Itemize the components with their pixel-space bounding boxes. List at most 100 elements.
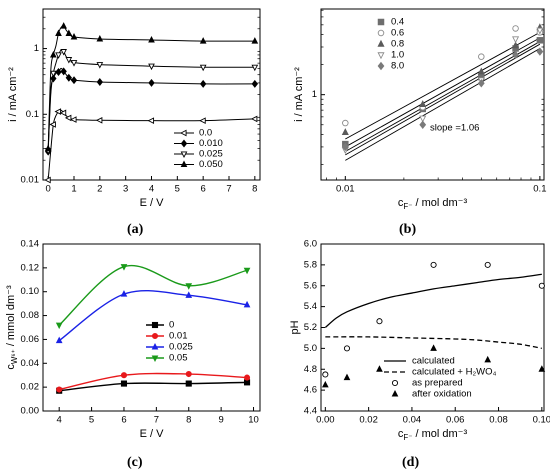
chart-d-x-tick-label: 0.08 xyxy=(489,415,508,426)
chart-b-legend-marker xyxy=(377,39,385,47)
chart-c-legend-marker xyxy=(151,343,159,350)
chart-a-series-line-2 xyxy=(47,49,255,151)
chart-a-y-tick-label: 0.01 xyxy=(21,175,40,186)
chart-c-legend-label: 0.025 xyxy=(169,342,193,353)
chart-c-point xyxy=(243,267,251,275)
chart-b-y-axis-label: i / mA cm⁻² xyxy=(293,67,305,122)
chart-a-point xyxy=(60,22,68,29)
chart-a-x-tick-label: 3 xyxy=(123,184,128,195)
chart-a-point xyxy=(148,63,155,71)
chart-c-frame xyxy=(42,243,261,412)
chart-d-point xyxy=(376,318,383,325)
chart-a-x-tick-label: 0 xyxy=(46,184,51,195)
chart-b-legend-label: 8.0 xyxy=(391,61,404,72)
chart-d-y-tick-label: 4.8 xyxy=(304,364,317,375)
chart-a-x-tick-label: 6 xyxy=(201,184,206,195)
chart-a-point xyxy=(148,78,155,87)
chart-c-x-tick-label: 5 xyxy=(89,415,94,426)
chart-a-point xyxy=(55,29,62,36)
chart-a-point xyxy=(199,64,207,72)
chart-a-point xyxy=(199,37,207,44)
chart-a-point xyxy=(55,68,62,76)
chart-a-point xyxy=(70,76,78,85)
chart-a-point xyxy=(70,60,78,67)
chart-b-x-axis-label: cF⁻ / mol dm⁻³ xyxy=(398,197,468,211)
chart-a-point xyxy=(54,108,62,115)
chart-d-y-tick-label: 4.6 xyxy=(304,385,317,396)
chart-a-point xyxy=(49,121,56,128)
chart-d-x-tick-label: 0.00 xyxy=(316,415,335,426)
chart-c-point xyxy=(120,290,128,297)
chart-b-point xyxy=(419,120,427,129)
chart-b-x-tick-label: 0.01 xyxy=(336,184,355,195)
chart-a-legend-label: 0.025 xyxy=(199,149,223,160)
chart-b-point xyxy=(477,79,485,88)
chart-b-fit-line xyxy=(345,48,541,161)
chart-b-legend-label: 0.4 xyxy=(391,17,404,28)
chart-d-series-line xyxy=(324,273,542,328)
chart-b-frame xyxy=(320,8,545,181)
chart-d-point xyxy=(322,371,329,378)
chart-c-y-tick-label: 0.10 xyxy=(21,286,40,297)
chart-b-x-tick-label: 0.1 xyxy=(533,184,546,195)
chart-a-y-tick-label: 0.1 xyxy=(26,109,39,120)
chart-c-y-axis-label: cW⁶⁺ / mmol dm⁻³ xyxy=(5,285,19,370)
chart-b-point xyxy=(536,37,544,44)
chart-d-legend-label: calculated xyxy=(412,356,455,367)
chart-a-x-tick-label: 8 xyxy=(252,184,257,195)
chart-c-series-line xyxy=(58,289,248,342)
chart-d-y-tick-label: 5.0 xyxy=(304,343,317,354)
chart-a-point xyxy=(251,64,259,72)
chart-b-point xyxy=(341,142,349,152)
chart-b-point xyxy=(419,100,427,108)
chart-a-x-axis-label: E / V xyxy=(140,197,165,209)
chart-b-fit-line xyxy=(345,31,541,140)
chart-b-point xyxy=(512,36,520,44)
chart-c-x-axis-label: E / V xyxy=(140,428,165,440)
chart-a-point xyxy=(64,114,72,122)
chart-a-point xyxy=(60,49,68,56)
chart-c-point xyxy=(185,380,192,387)
chart-a-x-tick-label: 4 xyxy=(149,184,154,195)
chart-c-point xyxy=(243,374,251,381)
chart-a-y-tick-label: 1 xyxy=(34,43,39,54)
chart-d-point xyxy=(484,261,491,268)
chart-c-point xyxy=(120,380,128,387)
chart-d-point xyxy=(343,345,351,352)
chart-d-y-tick-label: 5.6 xyxy=(304,280,317,291)
caption-d: (d) xyxy=(402,455,420,470)
chart-a-point xyxy=(59,109,67,117)
chart-b-point xyxy=(512,25,519,32)
chart-d-legend-label: as prepared xyxy=(412,378,463,389)
chart-d-point xyxy=(484,355,492,363)
chart-a-legend-marker xyxy=(180,139,188,148)
chart-a-legend-marker xyxy=(180,160,188,168)
chart-a-point xyxy=(250,115,258,123)
chart-a-point xyxy=(96,62,104,69)
chart-c-x-tick-label: 10 xyxy=(248,415,259,426)
chart-c-y-tick-label: 0.06 xyxy=(21,334,40,345)
chart-a-point xyxy=(199,79,207,88)
chart-c-point xyxy=(185,370,192,378)
chart-d-x-axis-label: cF⁻ / mol dm⁻³ xyxy=(398,428,468,442)
chart-d-point xyxy=(538,282,545,289)
chart-c-point xyxy=(55,336,63,344)
chart-b-point xyxy=(512,41,520,49)
chart-d-y-tick-label: 5.4 xyxy=(304,301,317,312)
chart-c-series-line xyxy=(58,264,248,326)
chart-a-point xyxy=(96,78,104,86)
chart-c-legend-marker xyxy=(151,332,159,340)
chart-a-point xyxy=(49,50,57,58)
chart-c-y-tick-label: 0.14 xyxy=(21,239,40,250)
chart-a-legend-label: 0.010 xyxy=(199,138,223,149)
chart-d-point xyxy=(430,344,437,351)
chart-d-point xyxy=(430,261,437,268)
chart-b-legend-label: 0.8 xyxy=(391,39,404,50)
chart-a-legend-label: 0.050 xyxy=(199,159,223,170)
chart-b-fit-line xyxy=(345,41,541,152)
chart-a-x-tick-label: 5 xyxy=(175,184,180,195)
chart-c-point xyxy=(243,300,251,308)
chart-c-legend-label: 0.05 xyxy=(169,353,188,364)
